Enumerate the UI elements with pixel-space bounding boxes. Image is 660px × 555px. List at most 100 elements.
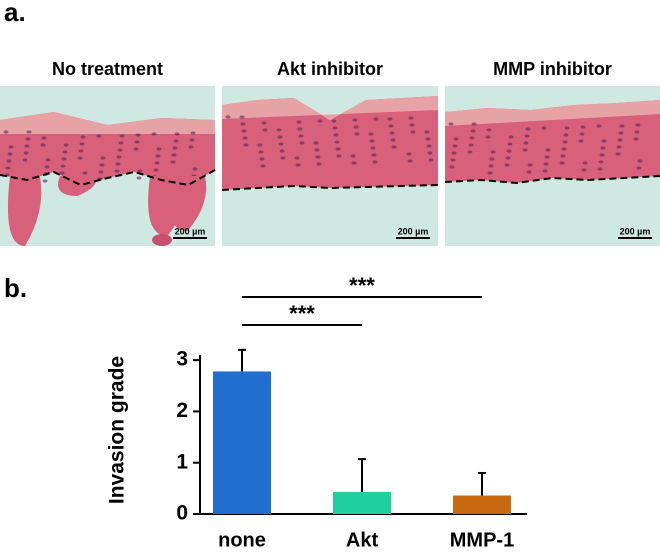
nucleus: [467, 150, 473, 154]
nucleus: [334, 140, 340, 144]
nucleus: [294, 156, 300, 160]
nucleus: [190, 131, 196, 135]
nucleus: [242, 136, 248, 140]
nucleus: [488, 164, 494, 168]
tissue: [222, 96, 438, 190]
y-tick-label: 3: [176, 348, 188, 371]
nucleus: [174, 132, 180, 136]
panel-label: b.: [4, 273, 27, 303]
nucleus: [426, 144, 432, 148]
image-title: MMP inhibitor: [493, 59, 612, 79]
nucleus: [239, 115, 245, 119]
x-tick-label: Akt: [346, 529, 379, 550]
nucleus: [316, 162, 322, 166]
panel-label: a.: [4, 0, 26, 27]
y-tick-label: 2: [176, 399, 188, 422]
nucleus: [352, 118, 358, 122]
bar: [453, 495, 511, 514]
nucleus: [153, 168, 159, 172]
invasion: [7, 176, 42, 246]
nucleus: [42, 179, 48, 183]
nucleus: [578, 139, 584, 143]
nucleus: [368, 132, 374, 136]
nucleus: [370, 146, 376, 150]
nucleus: [598, 160, 604, 164]
significance-label: ***: [349, 273, 375, 298]
y-axis-label: Invasion grade: [106, 356, 129, 504]
nucleus: [600, 146, 606, 150]
nucleus: [449, 165, 455, 169]
nucleus: [428, 158, 434, 162]
nucleus: [619, 124, 625, 128]
nucleus: [240, 122, 246, 126]
nucleus: [636, 166, 642, 170]
nucleus: [96, 134, 102, 138]
scale-label: 200 µm: [620, 226, 651, 236]
nucleus: [277, 135, 283, 139]
nucleus: [315, 155, 321, 159]
nucleus: [78, 149, 84, 153]
nucleus: [333, 133, 339, 137]
nucleus: [278, 142, 284, 146]
nucleus: [471, 122, 477, 126]
nucleus: [468, 143, 474, 147]
nucleus: [448, 122, 454, 126]
nucleus: [22, 158, 28, 162]
nucleus: [100, 156, 106, 160]
nucleus: [635, 123, 641, 127]
nucleus: [155, 154, 161, 158]
nucleus: [98, 170, 104, 174]
nucleus: [601, 139, 607, 143]
nucleus: [637, 159, 643, 163]
nucleus: [118, 141, 124, 145]
nucleus: [508, 135, 514, 139]
nucleus: [23, 151, 29, 155]
nucleus: [188, 145, 194, 149]
nucleus: [298, 134, 304, 138]
nucleus: [156, 147, 162, 151]
nucleus: [261, 121, 267, 125]
nucleus: [317, 119, 323, 123]
nucleus: [225, 115, 231, 119]
nucleus: [115, 162, 121, 166]
nucleus: [40, 143, 46, 147]
nucleus: [299, 141, 305, 145]
basement-line: [0, 169, 216, 187]
nucleus: [424, 130, 430, 134]
nucleus: [409, 123, 415, 127]
nucleus: [295, 163, 301, 167]
bar: [213, 371, 271, 514]
nucleus: [296, 120, 302, 124]
nucleus: [3, 130, 9, 134]
nucleus: [259, 157, 265, 161]
nucleus: [82, 171, 88, 175]
image-title: No treatment: [52, 59, 163, 79]
nucleus: [63, 143, 69, 147]
nucleus: [5, 166, 11, 170]
nucleus: [485, 135, 491, 139]
nucleus: [564, 126, 570, 130]
invasion: [168, 176, 207, 231]
nucleus: [597, 167, 603, 171]
nucleus: [562, 140, 568, 144]
nucleus: [354, 132, 360, 136]
nucleus: [172, 146, 178, 150]
nucleus: [470, 129, 476, 133]
nucleus: [7, 152, 13, 156]
nucleus: [26, 130, 32, 134]
nucleus: [387, 117, 393, 121]
nucleus: [406, 152, 412, 156]
nucleus: [189, 138, 195, 142]
nucleus: [487, 171, 493, 175]
x-tick-label: MMP-1: [450, 529, 514, 550]
nucleus: [77, 156, 83, 160]
nucleus: [523, 141, 529, 145]
nucleus: [279, 149, 285, 153]
nucleus: [61, 157, 67, 161]
nucleus: [427, 151, 433, 155]
nucleus: [391, 145, 397, 149]
nucleus: [335, 147, 341, 151]
nucleus: [525, 127, 531, 131]
nucleus: [99, 163, 105, 167]
